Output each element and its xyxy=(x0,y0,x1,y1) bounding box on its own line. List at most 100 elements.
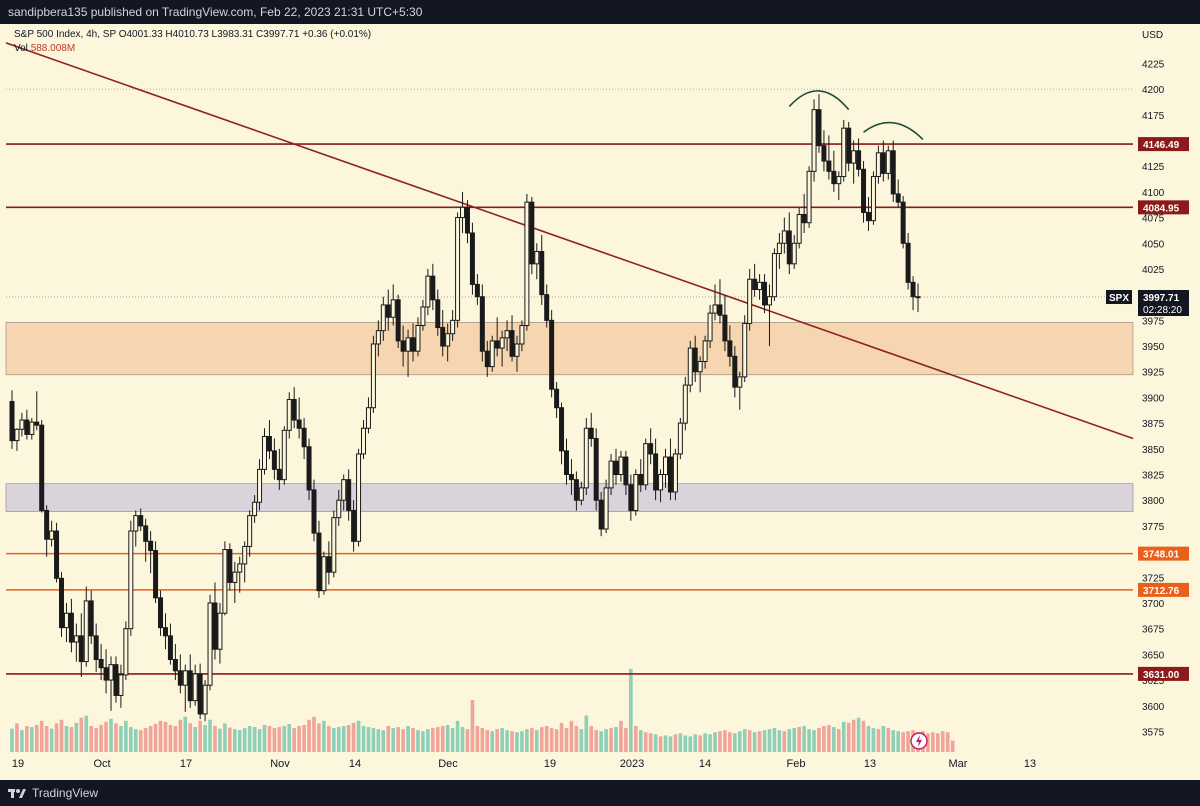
volume-bar xyxy=(515,732,519,752)
volume-bar xyxy=(475,726,480,752)
candle xyxy=(504,320,510,352)
candle-body xyxy=(648,443,654,455)
volume-bar xyxy=(183,716,188,752)
volume-bar xyxy=(683,735,688,752)
candle-body xyxy=(68,612,74,643)
candle xyxy=(202,680,208,722)
x-tick-label: 2023 xyxy=(620,758,644,770)
candle xyxy=(539,235,545,305)
volume-bar xyxy=(277,727,282,752)
candle-body xyxy=(742,322,748,378)
footer-bar: TradingView xyxy=(0,780,1200,806)
candle xyxy=(851,140,857,184)
volume-bar xyxy=(138,730,143,752)
candle xyxy=(54,522,60,583)
candle xyxy=(509,315,515,362)
volume-bar xyxy=(465,729,470,752)
candle-body xyxy=(143,525,149,542)
candle xyxy=(375,320,381,357)
candle-body xyxy=(603,487,609,530)
candle-body xyxy=(593,438,599,501)
candle-body xyxy=(479,296,485,352)
y-tick-label: 4125 xyxy=(1142,162,1165,173)
volume-bar xyxy=(79,717,84,752)
candle-body xyxy=(836,175,842,185)
candle-body xyxy=(172,659,178,672)
candle xyxy=(351,500,357,552)
y-tick-label: 3950 xyxy=(1142,342,1165,353)
volume-bar xyxy=(25,726,29,752)
candle xyxy=(885,145,891,180)
candle-body xyxy=(286,398,292,431)
volume-bar xyxy=(614,727,618,752)
currency-label: USD xyxy=(1142,30,1163,41)
candle-body xyxy=(875,152,881,177)
candle-body xyxy=(306,446,312,491)
y-tick-label: 4025 xyxy=(1142,265,1165,276)
volume-bar xyxy=(361,726,366,752)
candle-body xyxy=(534,250,540,265)
candle xyxy=(742,315,748,383)
candle xyxy=(766,284,772,347)
volume-label: Vol xyxy=(14,43,28,54)
volume-bar xyxy=(312,716,316,752)
candle xyxy=(846,121,852,172)
candle xyxy=(667,438,673,501)
y-tick-label: 3975 xyxy=(1142,316,1165,327)
y-tick-label: 3675 xyxy=(1142,625,1165,636)
volume-bar xyxy=(505,730,509,752)
candle-body xyxy=(796,213,802,244)
candle xyxy=(653,438,659,501)
y-tick-label: 4050 xyxy=(1142,239,1165,250)
y-tick-label: 3700 xyxy=(1142,599,1165,610)
volume-bar xyxy=(569,720,574,752)
volume-bar xyxy=(322,720,326,752)
candle-body xyxy=(633,474,639,511)
volume-bar xyxy=(292,728,296,752)
level-tag xyxy=(1138,546,1189,561)
candle-body xyxy=(108,664,114,681)
volume-bar xyxy=(688,736,693,752)
candle-body xyxy=(628,484,634,511)
volume-bar xyxy=(178,719,183,752)
candle-body xyxy=(148,540,154,552)
price-chart[interactable]: USD3575360036253650367537003725375037753… xyxy=(0,24,1200,780)
volume-bar xyxy=(643,732,648,752)
volume-bar xyxy=(673,734,678,752)
candle xyxy=(568,459,574,496)
candle xyxy=(123,621,129,681)
candle-body xyxy=(346,479,352,511)
candle xyxy=(732,346,738,398)
volume-bar xyxy=(69,727,74,752)
candle-body xyxy=(261,435,267,470)
candle xyxy=(519,320,525,352)
brand-name[interactable]: TradingView xyxy=(32,786,99,800)
candle-body xyxy=(207,602,213,686)
volume-bar xyxy=(252,727,257,752)
volume-bar xyxy=(89,726,94,752)
candle-body xyxy=(717,304,723,316)
volume-bar xyxy=(534,730,539,752)
volume-bar xyxy=(950,740,955,752)
volume-bar xyxy=(797,727,801,752)
candle xyxy=(247,510,253,557)
candle-body xyxy=(549,319,555,390)
candle-body xyxy=(494,340,500,349)
candle-body xyxy=(559,407,565,452)
candle xyxy=(430,263,436,311)
candle xyxy=(484,340,490,377)
candle xyxy=(776,232,782,269)
candle xyxy=(905,232,911,290)
volume-bar xyxy=(346,724,351,752)
volume-bar xyxy=(500,728,504,752)
volume-bar xyxy=(297,726,301,752)
candle-body xyxy=(281,429,287,481)
candle xyxy=(237,556,243,593)
candle-body xyxy=(103,667,109,681)
candle-body xyxy=(390,299,396,318)
candle-body xyxy=(573,479,579,501)
volume-bar xyxy=(510,731,514,752)
candle xyxy=(608,453,614,496)
candle-body xyxy=(737,376,743,388)
candle-body xyxy=(420,306,426,326)
